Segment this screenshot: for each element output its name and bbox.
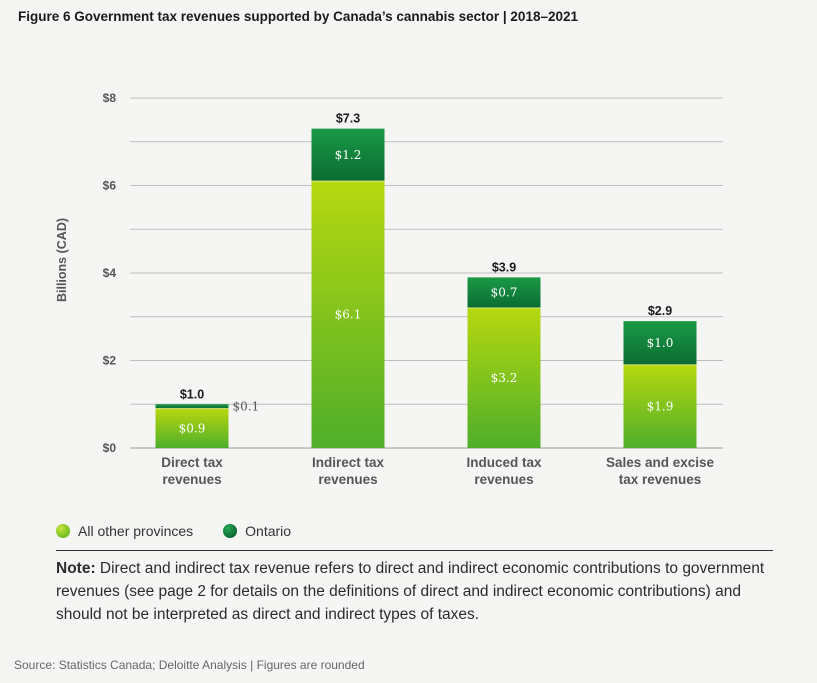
bar-segment-ontario (623, 321, 697, 365)
bar-segment-other-provinces (623, 364, 697, 448)
legend-item-ontario: Ontario (223, 523, 291, 539)
y-tick-label: $8 (103, 91, 117, 105)
data-label-ontario: $1.2 (335, 148, 362, 162)
x-category-label: revenues (474, 472, 533, 487)
bar-segment-ontario (467, 277, 541, 308)
bar-segment-ontario (311, 128, 385, 182)
x-category-label: Direct tax (161, 455, 223, 470)
y-tick-label: $2 (103, 354, 117, 368)
x-category-label: revenues (162, 472, 221, 487)
total-label: $3.9 (492, 260, 516, 274)
x-category-label: tax revenues (619, 472, 702, 487)
bar-segment-other-provinces (311, 181, 385, 448)
stacked-bar-chart: $0 $2 $4 $6 $8 Billions (CAD) $0.9 $0.1 $1.0 Dire… (55, 91, 723, 487)
total-label: $7.3 (336, 112, 360, 126)
bar-segment-other-provinces (467, 308, 541, 448)
source-line: Source: Statistics Canada; Deloitte Anal… (14, 658, 365, 672)
data-label-ontario: $0.1 (233, 399, 260, 413)
data-label-other-provinces: $6.1 (335, 308, 362, 322)
y-tick-label: $0 (103, 441, 117, 455)
legend-label: All other provinces (78, 523, 194, 539)
chart-legend: All other provinces Ontario (56, 523, 291, 539)
x-category-label: revenues (318, 472, 377, 487)
legend-swatch-ontario (223, 524, 238, 538)
chart-note: Note: Direct and indirect tax revenue re… (56, 557, 786, 626)
figure-title: Figure 6 Government tax revenues support… (18, 9, 578, 24)
bar-segment-other-provinces (155, 408, 229, 448)
data-label-other-provinces: $1.9 (647, 399, 674, 413)
x-category-label: Induced tax (466, 455, 542, 470)
y-tick-label: $4 (103, 266, 117, 280)
y-axis-title: Billions (CAD) (55, 218, 69, 302)
x-category-label: Sales and excise (606, 455, 715, 470)
bar-segment-ontario (155, 404, 229, 409)
legend-swatch-other-provinces (56, 524, 70, 538)
note-text: Direct and indirect tax revenue refers t… (56, 560, 765, 623)
data-label-other-provinces: $0.9 (179, 421, 206, 435)
legend-label: Ontario (245, 523, 292, 539)
total-label: $1.0 (180, 387, 204, 401)
note-divider (56, 550, 773, 551)
data-label-other-provinces: $3.2 (491, 371, 518, 385)
data-label-ontario: $1.0 (647, 336, 674, 350)
note-prefix: Note: (56, 560, 96, 577)
y-tick-label: $6 (103, 179, 117, 193)
legend-item-other-provinces: All other provinces (56, 523, 193, 539)
x-category-label: Indirect tax (312, 455, 385, 470)
total-label: $2.9 (648, 304, 672, 318)
data-label-ontario: $0.7 (491, 286, 518, 300)
